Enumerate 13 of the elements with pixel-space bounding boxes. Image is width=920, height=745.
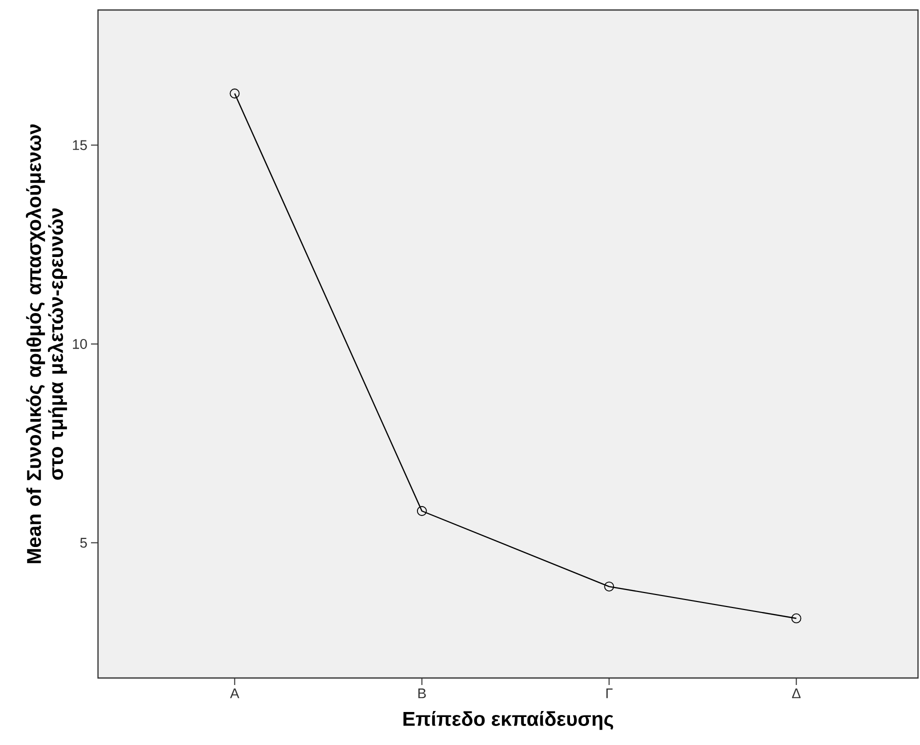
y-tick-label: 15: [72, 140, 87, 150]
point: [604, 582, 614, 592]
y-tick-label: 5: [80, 538, 87, 548]
point: [230, 88, 240, 98]
y-axis-title: Mean of Συνολικός αριθμός απασχολούμενων στο τμήμα μελετών-ερευνών: [26, 124, 68, 564]
point: [791, 613, 802, 624]
x-tick-label: Δ: [792, 688, 801, 698]
x-axis-title: Επίπεδο εκπαίδευσης: [403, 711, 614, 730]
y-tick-label: 10: [72, 339, 87, 349]
x-tick-label: Β: [418, 688, 426, 698]
x-tick-label: Γ: [606, 688, 613, 698]
x-tick-label: Α: [230, 688, 240, 698]
point: [416, 506, 427, 516]
